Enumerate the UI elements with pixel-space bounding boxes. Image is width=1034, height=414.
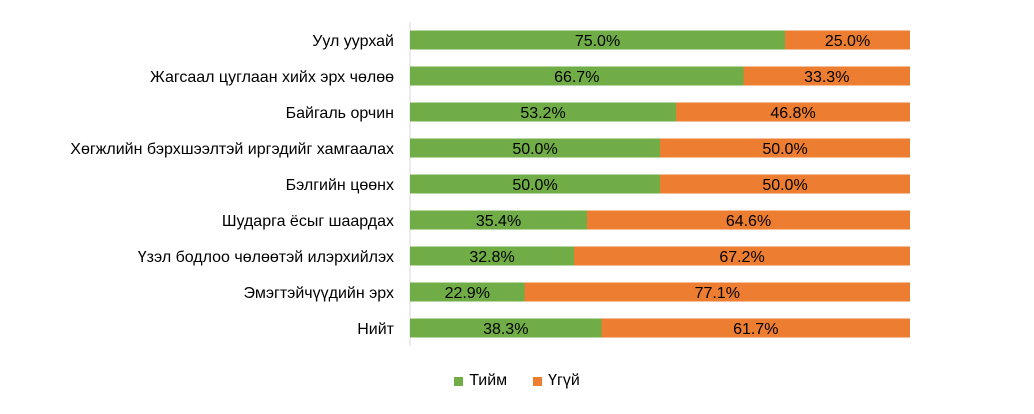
data-label-no: 61.7%	[733, 321, 778, 338]
data-label-yes: 35.4%	[476, 213, 521, 230]
category-label: Нийт	[357, 321, 394, 338]
data-label-no: 50.0%	[762, 141, 807, 158]
category-label: Шударга ёсыг шаардах	[222, 213, 394, 230]
data-label-no: 25.0%	[825, 33, 870, 50]
data-label-no: 77.1%	[695, 285, 740, 302]
category-label: Бэлгийн цөөнх	[286, 177, 394, 194]
category-label: Уул уурхай	[312, 33, 394, 50]
bar-segment-no	[743, 66, 910, 86]
bar-segment-yes	[410, 138, 660, 158]
bar-segment-yes	[410, 102, 676, 122]
bar-segment-yes	[410, 318, 602, 338]
category-label: Байгаль орчин	[286, 105, 394, 122]
data-label-no: 64.6%	[726, 213, 771, 230]
data-label-yes: 22.9%	[445, 285, 490, 302]
data-label-no: 33.3%	[804, 69, 849, 86]
bar-segment-yes	[410, 66, 744, 86]
bar-segment-yes	[410, 282, 525, 302]
bar-segment-no	[524, 282, 910, 302]
bar-segment-no	[660, 174, 910, 194]
bar-segment-yes	[410, 30, 785, 50]
data-label-yes: 53.2%	[520, 105, 565, 122]
data-label-yes: 38.3%	[483, 321, 528, 338]
bar-segment-no	[785, 30, 910, 50]
bar-segment-no	[676, 102, 910, 122]
data-label-yes: 50.0%	[512, 141, 557, 158]
data-label-yes: 66.7%	[554, 69, 599, 86]
legend-item-yes: Тийм	[454, 372, 507, 390]
data-label-no: 46.8%	[770, 105, 815, 122]
category-labels-group: Уул уурхай Жагсаал цуглаан хийх эрх чөлөө…	[70, 33, 394, 338]
category-label: Үзэл бодлоо чөлөөтэй илэрхийлэх	[138, 249, 394, 266]
data-label-yes: 75.0%	[575, 33, 620, 50]
data-label-yes: 32.8%	[469, 249, 514, 266]
bar-segment-yes	[410, 174, 660, 194]
bars-group	[410, 30, 910, 338]
bar-segment-yes	[410, 246, 574, 266]
data-label-no: 67.2%	[719, 249, 764, 266]
bar-segment-no	[574, 246, 910, 266]
legend-item-no: Үгүй	[533, 372, 580, 390]
data-labels-group: 75.0% 25.0% 66.7% 33.3% 53.2% 46.8% 50.0% 50.0%…	[445, 33, 871, 338]
legend-label-yes: Тийм	[469, 372, 508, 389]
data-label-yes: 50.0%	[512, 177, 557, 194]
legend-swatch-yes	[454, 376, 464, 386]
legend-swatch-no	[533, 376, 543, 386]
category-label: Хөгжлийн бэрхшээлтэй иргэдийг хамгаалах	[70, 141, 394, 158]
category-label: Жагсаал цуглаан хийх эрх чөлөө	[150, 69, 394, 86]
legend-label-no: Үгүй	[548, 372, 580, 389]
bar-segment-yes	[410, 210, 587, 230]
legend: Тийм Үгүй	[0, 372, 1034, 390]
bar-segment-no	[587, 210, 910, 230]
bar-segment-no	[660, 138, 910, 158]
data-label-no: 50.0%	[762, 177, 807, 194]
category-label: Эмэгтэйчүүдийн эрх	[244, 285, 394, 302]
bar-segment-no	[601, 318, 910, 338]
